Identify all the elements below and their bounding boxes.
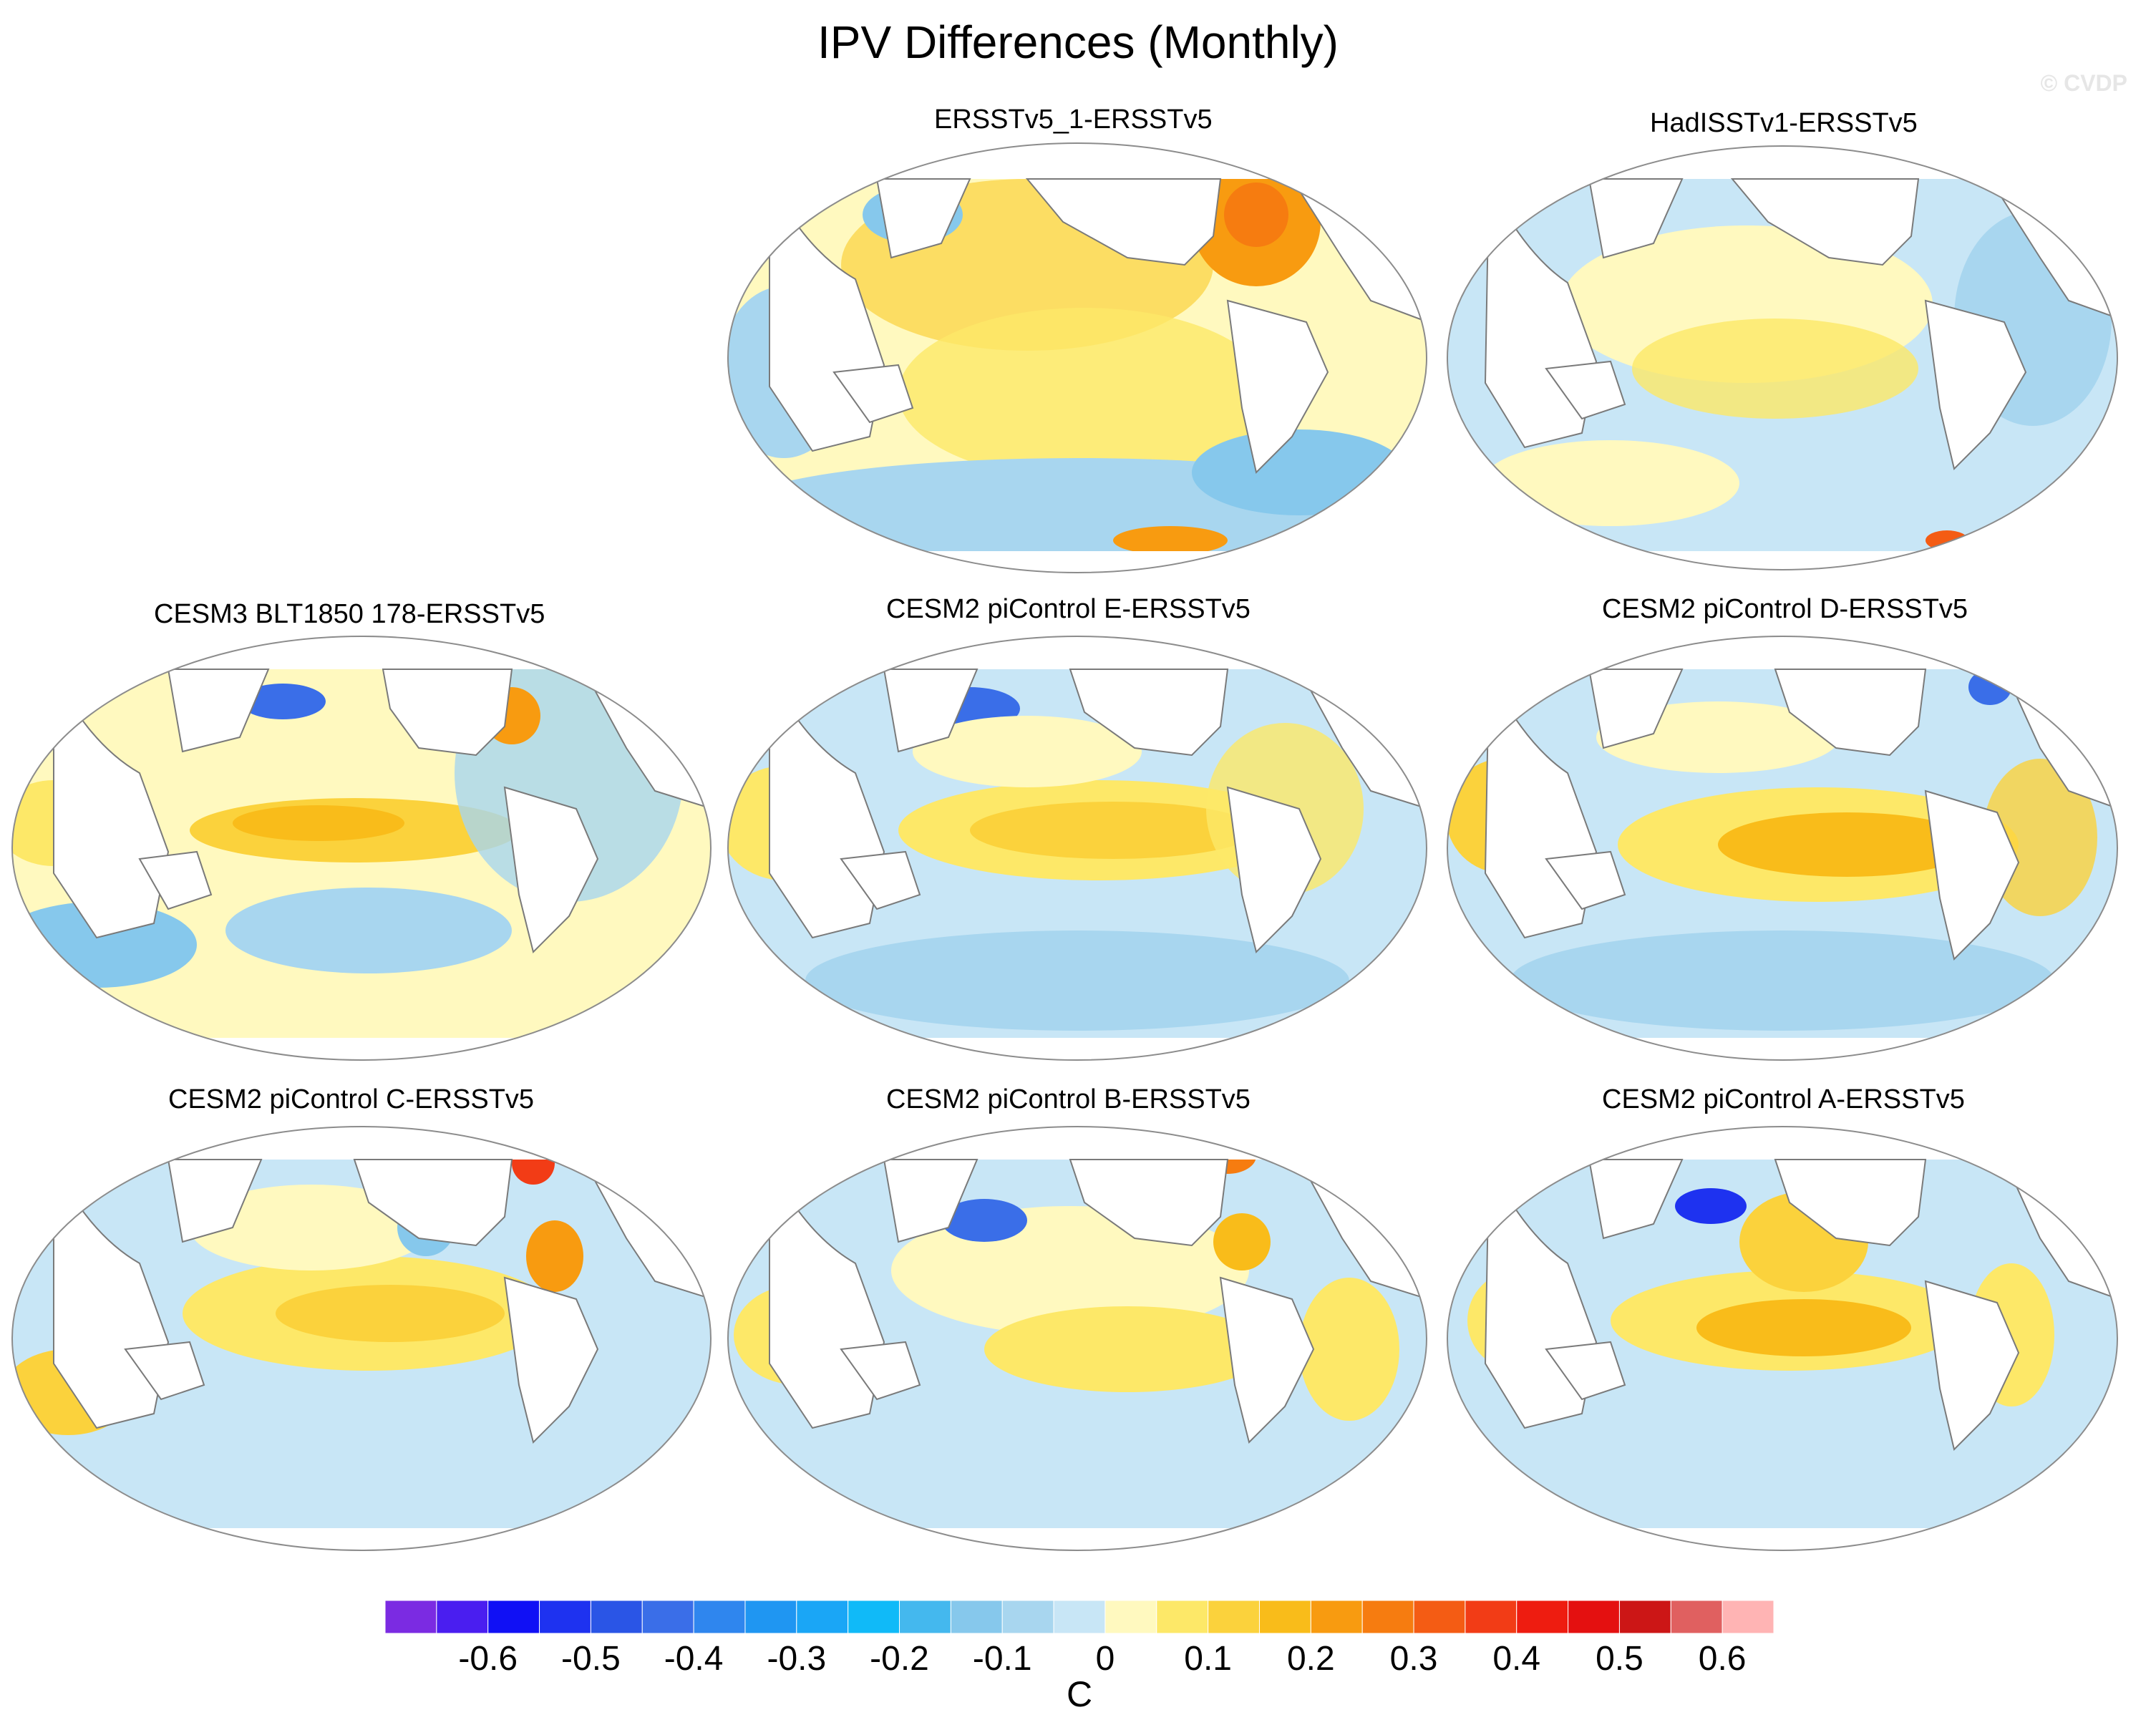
colorbar-tick-label: 0.3 [1389,1640,1438,1678]
map-cesm2-d [1447,636,2118,1061]
colorbar [385,1600,1774,1634]
colorbar-tick-label: 0 [1095,1640,1115,1678]
map-cesm2-b [727,1126,1427,1551]
colorbar-tick-label: -0.4 [664,1640,724,1678]
panel-title-cesm2-b: CESM2 piControl B-ERSSTv5 [886,1084,1251,1114]
colorbar-swatch [1516,1600,1569,1634]
colorbar-tick-label: 0.4 [1492,1640,1541,1678]
map-cesm3-blt [11,636,712,1061]
colorbar-tick-label: -0.2 [870,1640,929,1678]
map-ersstv5-1 [727,142,1427,573]
panel-title-hadisst: HadISSTv1-ERSSTv5 [1650,108,1918,138]
colorbar-swatch [385,1600,437,1634]
colorbar-swatch [1053,1600,1106,1634]
colorbar-swatch [899,1600,951,1634]
colorbar-swatch [693,1600,746,1634]
colorbar-tick-label: -0.6 [458,1640,518,1678]
colorbar-swatch [1001,1600,1054,1634]
colorbar-swatch [796,1600,849,1634]
colorbar-swatch [1104,1600,1157,1634]
colorbar-swatch [1722,1600,1774,1634]
colorbar-swatch [1413,1600,1466,1634]
colorbar-tick-label: -0.5 [561,1640,621,1678]
colorbar-swatch [487,1600,540,1634]
colorbar-swatch [744,1600,797,1634]
colorbar-swatch [1208,1600,1260,1634]
map-cesm2-a [1447,1126,2118,1551]
map-cesm2-c [11,1126,712,1551]
colorbar-swatch [590,1600,643,1634]
colorbar-tick-label: 0.2 [1286,1640,1335,1678]
colorbar-tick-label: -0.1 [972,1640,1032,1678]
colorbar-units: C [1066,1674,1093,1714]
watermark: © CVDP [2040,70,2127,96]
colorbar-swatch [1258,1600,1311,1634]
colorbar-swatch [1156,1600,1209,1634]
colorbar-tick-label: 0.5 [1596,1640,1643,1678]
colorbar-swatch [641,1600,694,1634]
panel-title-cesm2-c: CESM2 piControl C-ERSSTv5 [168,1084,535,1114]
panel-title-cesm2-d: CESM2 piControl D-ERSSTv5 [1602,594,1968,624]
colorbar-swatch [848,1600,900,1634]
colorbar-swatch [1618,1600,1671,1634]
panel-title-cesm2-e: CESM2 piControl E-ERSSTv5 [886,594,1251,624]
colorbar-swatch [1310,1600,1363,1634]
colorbar-swatch [1465,1600,1518,1634]
panel-title-cesm3-blt: CESM3 BLT1850 178-ERSSTv5 [154,599,545,629]
colorbar-tick-label: -0.3 [767,1640,827,1678]
figure-title: IPV Differences (Monthly) [817,16,1339,68]
panel-title-ersstv5-1: ERSSTv5_1-ERSSTv5 [934,105,1213,135]
colorbar-swatch [950,1600,1003,1634]
map-hadisst [1447,145,2118,570]
colorbar-tick-label: 0.1 [1184,1640,1232,1678]
colorbar-swatch [1568,1600,1620,1634]
panel-title-cesm2-a: CESM2 piControl A-ERSSTv5 [1602,1084,1965,1114]
map-cesm2-e [727,636,1427,1061]
colorbar-swatch [436,1600,489,1634]
colorbar-swatch [1361,1600,1414,1634]
colorbar-tick-label: 0.6 [1698,1640,1747,1678]
colorbar-swatch [539,1600,591,1634]
colorbar-swatch [1670,1600,1723,1634]
